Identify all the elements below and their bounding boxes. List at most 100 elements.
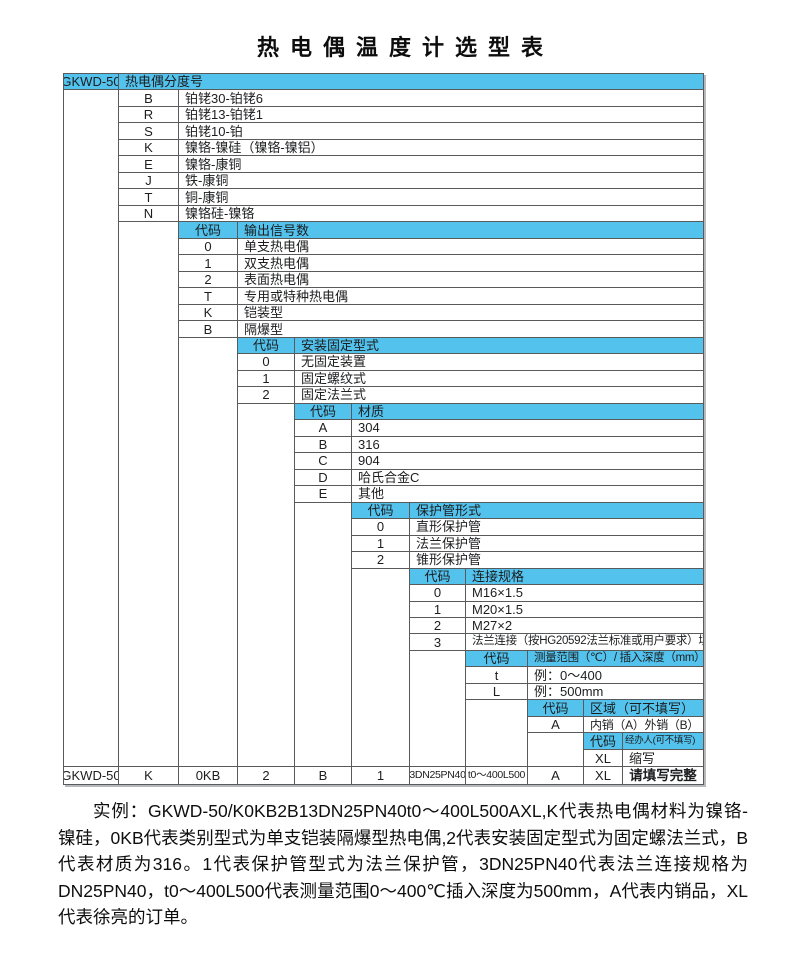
table-cell-code: 2 [410,617,466,635]
table-cell-empty [119,535,179,553]
table-cell-empty [238,617,295,635]
table-cell-empty [295,733,352,750]
table-cell-empty [64,486,119,503]
table-item-row: t 例：0～400 [64,667,703,684]
table-cell-empty [64,139,119,157]
table-cell-empty [410,650,466,668]
table-cell-empty [352,568,410,586]
table-cell-empty [179,733,238,750]
table-cell-empty [352,634,410,651]
table-cell-label: 锥形保护管 [410,552,703,569]
table-header-row: 代码 保护管形式 [64,502,703,520]
table-cell-empty [64,667,119,684]
example-row-cell: A [528,767,584,784]
table-header-code: 代码 [466,650,528,668]
table-cell-label: 316 [352,437,703,454]
table-cell-empty [119,733,179,750]
example-row-cell: 1 [352,767,410,784]
table-cell-empty [64,716,119,734]
table-header-code: 代码 [238,337,295,355]
table-cell-code: B [295,436,352,454]
table-header-label: 保护管形式 [410,502,703,520]
table-item-row: L 例：500mm [64,683,703,701]
table-cell-empty [238,552,295,569]
example-row-cell: GKWD-50 [64,767,119,784]
table-item-row: 1 法兰保护管 [64,535,703,553]
table-cell-empty [119,749,179,767]
table-cell-empty [119,667,179,684]
table-cell-empty [119,683,179,701]
example-row-cell: 请填写完整 [629,767,697,783]
table-cell-empty [179,502,238,520]
table-cell-code: 2 [352,552,410,569]
table-cell-empty [238,634,295,651]
table-cell-empty [179,749,238,767]
table-header-label: 区域（可不填写） [584,700,703,717]
table-cell-label: 例：0～400 [528,667,703,684]
table-cell-empty [295,634,352,651]
table-cell-empty [179,552,238,569]
table-item-row: K 铠装型 [64,304,703,322]
table-cell-empty [179,387,238,404]
table-cell-empty [179,585,238,602]
table-cell-empty [179,337,238,355]
table-cell-empty [64,568,119,586]
table-item-row: B 316 [64,436,703,454]
table-cell-empty [64,387,119,404]
table-cell-empty [352,601,410,618]
table-cell-empty [64,519,119,536]
table-cell-empty [295,683,352,701]
table-header-label: 输出信号数 [238,222,703,239]
table-cell-label: M27×2 [466,618,703,635]
table-cell-code: D [295,469,352,487]
table-cell-label: 铂铑10-铂 [179,123,703,140]
table-cell-empty [295,700,352,717]
table-cell-empty [64,205,119,223]
table-cell-empty [64,535,119,553]
table-cell-empty [64,585,119,602]
table-cell-empty [64,337,119,355]
table-cell-label: 镍铬-镍硅（镍铬-镍铝） [179,140,703,157]
table-cell-code: R [119,106,179,124]
table-cell-code: 3 [410,634,466,651]
table-cell-label: 隔爆型 [238,321,703,338]
table-cell-code: B [119,90,179,107]
table-cell-empty [64,436,119,454]
table-cell-empty [64,123,119,140]
table-item-row: 1 固定螺纹式 [64,370,703,388]
table-cell-label: 法兰连接（按HG20592法兰标准或用户要求）填写DN,PN [466,634,703,651]
table-cell-empty [119,337,179,355]
table-cell-code: C [295,453,352,470]
table-header-code: 代码 [584,733,623,750]
table-cell-empty [295,568,352,586]
table-header-row: 代码 测量范围（℃）/ 插入深度（mm） [64,650,703,668]
table-cell-empty [119,486,179,503]
table-cell-empty [64,502,119,520]
table-cell-empty [119,502,179,520]
table-cell-empty [410,733,466,750]
table-cell-empty [64,617,119,635]
table-cell-empty [352,733,410,750]
table-cell-code: 1 [352,535,410,553]
table-item-row: 0 无固定装置 [64,354,703,371]
table-item-row: A 304 [64,420,703,437]
table-item-row: 1 M20×1.5 [64,601,703,618]
table-cell-empty [238,436,295,454]
example-row-cell: B [295,767,352,784]
table-cell-empty [119,519,179,536]
table-cell-empty [238,601,295,618]
table-cell-empty [352,585,410,602]
table-cell-empty [238,502,295,520]
table-item-row: E 镍铬-康铜 [64,156,703,173]
table-cell-empty [295,667,352,684]
table-cell-empty [64,106,119,124]
table-cell-empty [238,469,295,487]
table-cell-empty [64,601,119,618]
table-cell-empty [179,486,238,503]
table-cell-empty [352,617,410,635]
table-cell-empty [119,238,179,256]
table-cell-empty [295,749,352,767]
table-cell-empty [64,650,119,668]
table-cell-empty [410,683,466,701]
